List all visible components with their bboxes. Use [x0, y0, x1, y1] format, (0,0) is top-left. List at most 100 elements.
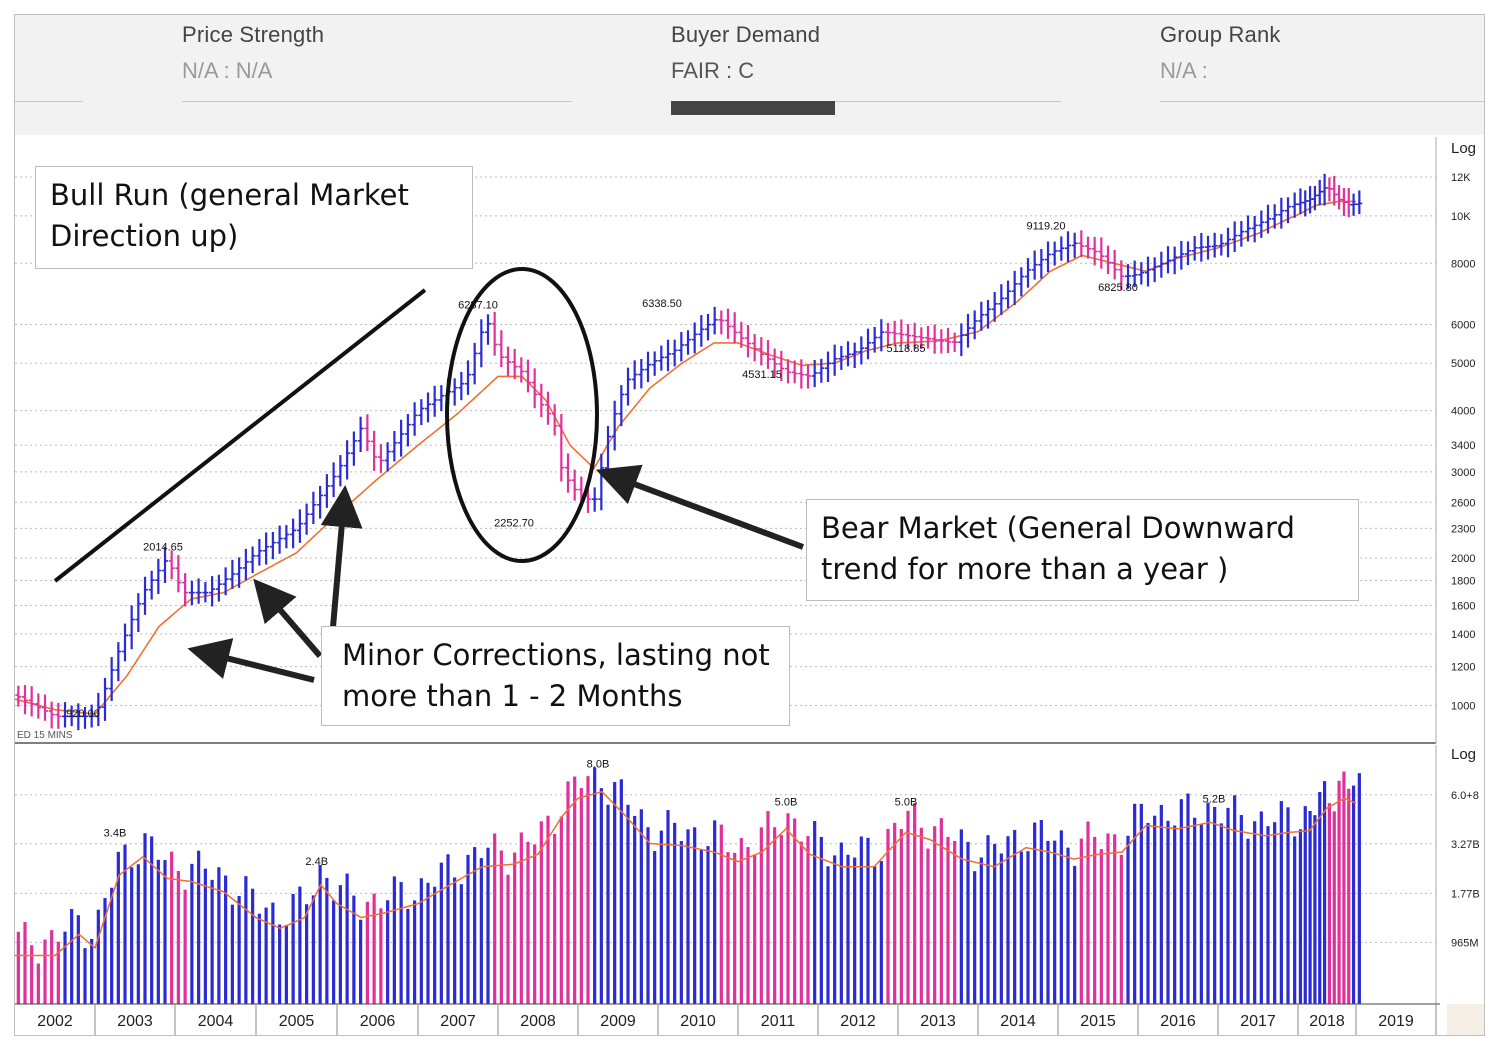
volume-bar [56, 941, 60, 1004]
volume-bar [1342, 771, 1346, 1004]
volume-bar [103, 898, 107, 1004]
volume-bar [1219, 823, 1223, 1004]
volume-bar [36, 963, 40, 1004]
volume-bar [506, 874, 510, 1004]
price-label: 6287.10 [458, 299, 498, 311]
volume-bar [806, 836, 810, 1004]
price-tick-label: 4000 [1451, 406, 1475, 418]
minor-corrections-callout: Minor Corrections, lasting not more than… [321, 626, 790, 726]
year-label: 2004 [198, 1013, 234, 1030]
volume-bar [156, 859, 160, 1004]
price-label: 2252.70 [494, 518, 534, 530]
volume-bar [1126, 835, 1130, 1004]
volume-bar [110, 887, 114, 1004]
volume-bar [1193, 817, 1197, 1004]
volume-bar [953, 841, 957, 1004]
volume-bar [493, 833, 497, 1004]
volume-bar [1046, 840, 1050, 1004]
volume-label: 5.2B [1203, 793, 1226, 805]
volume-bar [379, 908, 383, 1004]
buyer-demand-value: FAIR : C [671, 58, 755, 83]
volume-bar [626, 804, 630, 1004]
volume-bar [372, 893, 376, 1004]
volume-bar [1106, 833, 1110, 1004]
volume-bar [473, 847, 477, 1004]
volume-bar [284, 925, 288, 1004]
volume-bar [673, 822, 677, 1004]
volume-bar [1133, 803, 1137, 1004]
group-rank-metric: Group Rank N/A : [1160, 22, 1281, 84]
volume-bar [966, 841, 970, 1004]
volume-bar [693, 827, 697, 1004]
price-scale-label: Log [1451, 140, 1476, 157]
volume-bar [1086, 821, 1090, 1004]
volume-bar [210, 879, 214, 1004]
volume-bar [90, 938, 94, 1004]
volume-bar [96, 909, 100, 1004]
volume-bar [1119, 854, 1123, 1004]
volume-bar [413, 900, 417, 1004]
volume-bar [1039, 820, 1043, 1004]
volume-bar [526, 841, 530, 1004]
year-label: 2016 [1160, 1013, 1196, 1030]
volume-bar [1166, 820, 1170, 1004]
volume-bar [1253, 821, 1257, 1004]
volume-bar [619, 779, 623, 1004]
time-axis [15, 1004, 1485, 1036]
volume-bar [365, 901, 369, 1004]
price-tick-label: 3400 [1451, 440, 1475, 452]
volume-bar [1053, 840, 1057, 1004]
volume-bar [913, 803, 917, 1004]
volume-bar [439, 862, 443, 1004]
price-label: 4531.15 [742, 369, 782, 381]
volume-bar [866, 837, 870, 1004]
volume-bar [1159, 804, 1163, 1004]
volume-bar [739, 838, 743, 1004]
metrics-header [15, 15, 1485, 135]
volume-ticks: 6.0+8 3.27B 1.77B 965M [1451, 790, 1480, 950]
year-label: 2010 [680, 1013, 716, 1030]
volume-bar [719, 824, 723, 1004]
volume-bar [1351, 785, 1356, 1004]
volume-label: 2.4B [305, 856, 328, 868]
volume-bar [859, 836, 863, 1004]
volume-bar [566, 781, 570, 1004]
volume-bar [993, 843, 997, 1004]
group-rank-label: Group Rank [1160, 22, 1281, 47]
year-label: 2005 [279, 1013, 315, 1030]
volume-bar [1226, 807, 1230, 1004]
volume-bar [599, 788, 603, 1004]
volume-bar [646, 827, 650, 1004]
volume-bar [519, 832, 523, 1004]
volume-bar [352, 895, 356, 1004]
bear-market-callout: Bear Market (General Downward trend for … [806, 499, 1359, 601]
buyer-demand-label: Buyer Demand [671, 22, 821, 47]
volume-bar [183, 889, 187, 1004]
volume-bar [986, 835, 990, 1004]
volume-bar [513, 852, 517, 1004]
price-tick-label: 2300 [1451, 523, 1475, 535]
volume-bar [136, 864, 140, 1004]
volume-bar [533, 844, 537, 1004]
volume-bar [593, 767, 597, 1004]
volume-bar [1006, 836, 1010, 1004]
volume-bar [63, 931, 67, 1004]
volume-bar [291, 893, 295, 1004]
volume-bar [766, 811, 770, 1004]
volume-bar [143, 833, 147, 1004]
volume-bar [30, 945, 34, 1004]
volume-bar [399, 882, 403, 1004]
volume-bar [305, 904, 309, 1004]
volume-bar [639, 809, 643, 1004]
volume-bar [318, 864, 322, 1004]
volume-bar [1213, 806, 1217, 1004]
volume-bar [959, 829, 963, 1004]
year-label: 2006 [360, 1013, 396, 1030]
volume-bar [926, 848, 930, 1004]
volume-bar [1357, 773, 1361, 1004]
volume-bar [271, 902, 275, 1004]
price-tick-label: 2000 [1451, 553, 1475, 565]
volume-bar [679, 841, 683, 1004]
price-tick-label: 2600 [1451, 497, 1475, 509]
group-rank-value: N/A : [1160, 58, 1208, 83]
